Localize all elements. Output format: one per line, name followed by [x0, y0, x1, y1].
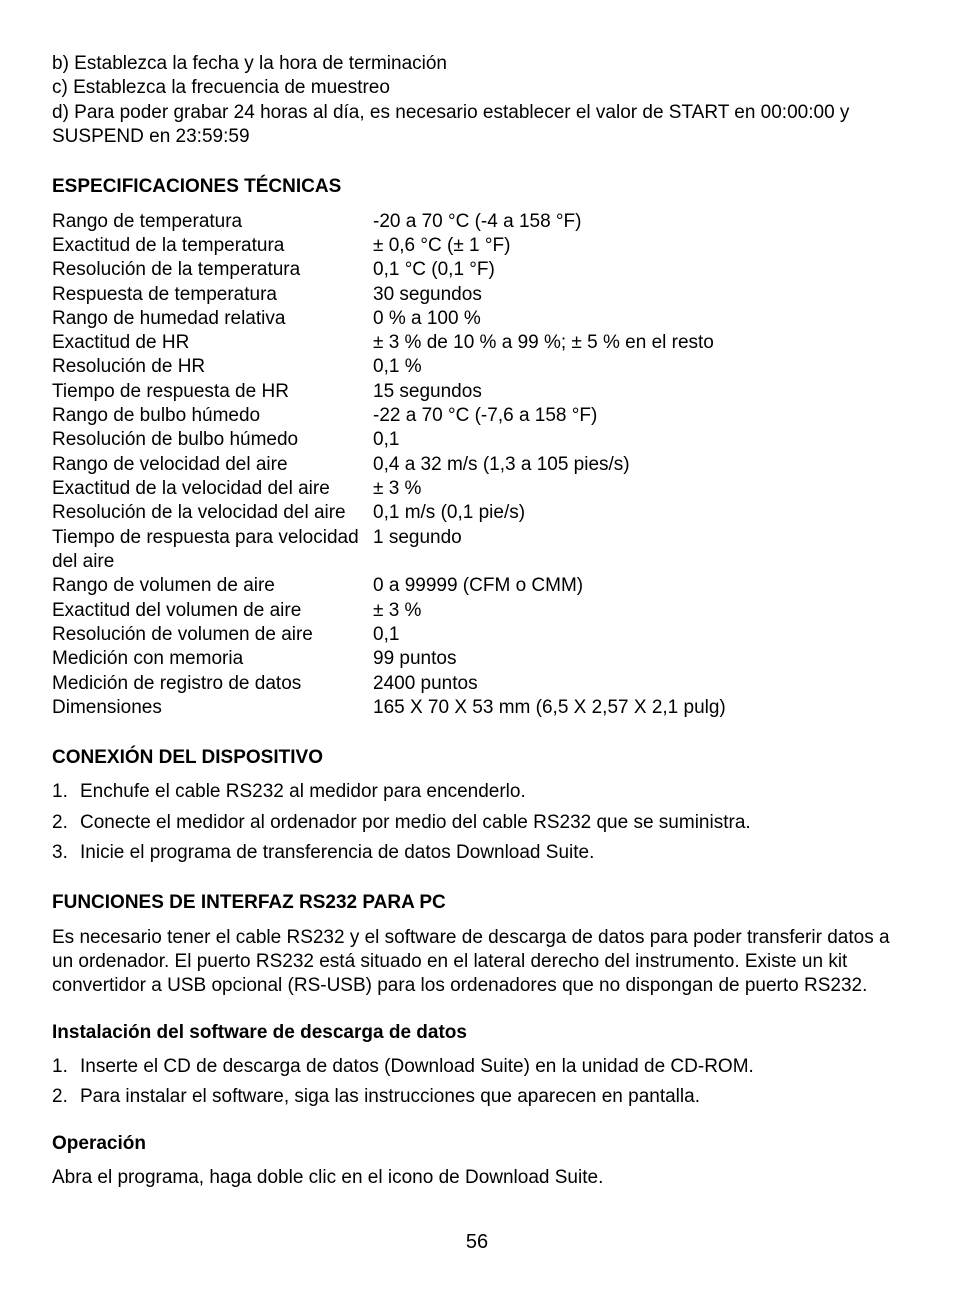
spec-value: 1 segundo	[373, 526, 902, 575]
spec-label: Tiempo de respuesta para velocidad del a…	[52, 526, 367, 575]
spec-value: 2400 puntos	[373, 672, 902, 696]
spec-value: ± 0,6 °C (± 1 °F)	[373, 234, 902, 258]
intro-line-b: b) Establezca la fecha y la hora de term…	[52, 52, 902, 76]
operation-paragraph: Abra el programa, haga doble clic en el …	[52, 1166, 902, 1190]
spec-label: Rango de bulbo húmedo	[52, 404, 367, 428]
list-item: 1. Inserte el CD de descarga de datos (D…	[52, 1055, 902, 1079]
rs232-heading: FUNCIONES DE INTERFAZ RS232 PARA PC	[52, 891, 902, 915]
spec-label: Rango de volumen de aire	[52, 574, 367, 598]
specs-table: Rango de temperatura -20 a 70 °C (-4 a 1…	[52, 210, 902, 721]
list-text: Inicie el programa de transferencia de d…	[80, 841, 594, 865]
spec-value: 0 a 99999 (CFM o CMM)	[373, 574, 902, 598]
list-text: Enchufe el cable RS232 al medidor para e…	[80, 780, 526, 804]
list-num: 1.	[52, 1055, 80, 1079]
spec-label: Rango de velocidad del aire	[52, 453, 367, 477]
spec-label: Resolución de HR	[52, 355, 367, 379]
list-text: Conecte el medidor al ordenador por medi…	[80, 811, 751, 835]
spec-label: Resolución de bulbo húmedo	[52, 428, 367, 452]
intro-line-c: c) Establezca la frecuencia de muestreo	[52, 76, 902, 100]
spec-label: Rango de temperatura	[52, 210, 367, 234]
install-list: 1. Inserte el CD de descarga de datos (D…	[52, 1055, 902, 1110]
rs232-paragraph: Es necesario tener el cable RS232 y el s…	[52, 926, 902, 999]
list-item: 3. Inicie el programa de transferencia d…	[52, 841, 902, 865]
spec-value: 0 % a 100 %	[373, 307, 902, 331]
spec-label: Medición con memoria	[52, 647, 367, 671]
spec-label: Exactitud de la velocidad del aire	[52, 477, 367, 501]
spec-label: Medición de registro de datos	[52, 672, 367, 696]
operation-heading: Operación	[52, 1132, 902, 1156]
device-connection-list: 1. Enchufe el cable RS232 al medidor par…	[52, 780, 902, 865]
list-num: 2.	[52, 1085, 80, 1109]
spec-value: ± 3 %	[373, 599, 902, 623]
spec-value: 99 puntos	[373, 647, 902, 671]
list-num: 2.	[52, 811, 80, 835]
specs-heading: ESPECIFICACIONES TÉCNICAS	[52, 175, 902, 199]
spec-value: 0,1	[373, 623, 902, 647]
spec-value: 0,1 %	[373, 355, 902, 379]
spec-value: 15 segundos	[373, 380, 902, 404]
spec-value: ± 3 % de 10 % a 99 %; ± 5 % en el resto	[373, 331, 902, 355]
spec-label: Resolución de la temperatura	[52, 258, 367, 282]
list-item: 2. Conecte el medidor al ordenador por m…	[52, 811, 902, 835]
spec-value: 0,1	[373, 428, 902, 452]
spec-value: 0,4 a 32 m/s (1,3 a 105 pies/s)	[373, 453, 902, 477]
spec-label: Dimensiones	[52, 696, 367, 720]
spec-value: 165 X 70 X 53 mm (6,5 X 2,57 X 2,1 pulg)	[373, 696, 902, 720]
spec-value: 0,1 °C (0,1 °F)	[373, 258, 902, 282]
spec-value: -20 a 70 °C (-4 a 158 °F)	[373, 210, 902, 234]
install-heading: Instalación del software de descarga de …	[52, 1021, 902, 1045]
list-item: 2. Para instalar el software, siga las i…	[52, 1085, 902, 1109]
spec-value: 30 segundos	[373, 283, 902, 307]
intro-line-d: d) Para poder grabar 24 horas al día, es…	[52, 101, 902, 150]
list-num: 1.	[52, 780, 80, 804]
spec-label: Respuesta de temperatura	[52, 283, 367, 307]
spec-label: Resolución de la velocidad del aire	[52, 501, 367, 525]
list-text: Inserte el CD de descarga de datos (Down…	[80, 1055, 754, 1079]
list-text: Para instalar el software, siga las inst…	[80, 1085, 700, 1109]
page-number: 56	[52, 1230, 902, 1256]
spec-label: Tiempo de respuesta de HR	[52, 380, 367, 404]
spec-label: Resolución de volumen de aire	[52, 623, 367, 647]
spec-value: 0,1 m/s (0,1 pie/s)	[373, 501, 902, 525]
list-item: 1. Enchufe el cable RS232 al medidor par…	[52, 780, 902, 804]
spec-label: Exactitud de HR	[52, 331, 367, 355]
spec-label: Exactitud del volumen de aire	[52, 599, 367, 623]
spec-value: -22 a 70 °C (-7,6 a 158 °F)	[373, 404, 902, 428]
spec-label: Rango de humedad relativa	[52, 307, 367, 331]
list-num: 3.	[52, 841, 80, 865]
spec-label: Exactitud de la temperatura	[52, 234, 367, 258]
spec-value: ± 3 %	[373, 477, 902, 501]
device-connection-heading: CONEXIÓN DEL DISPOSITIVO	[52, 746, 902, 770]
